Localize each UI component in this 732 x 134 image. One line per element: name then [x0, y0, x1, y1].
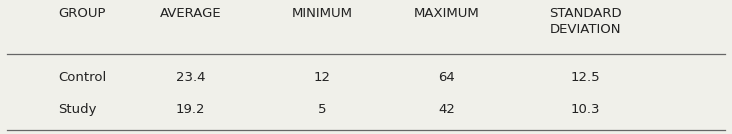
Text: MINIMUM: MINIMUM — [291, 7, 353, 20]
Text: Control: Control — [59, 71, 107, 84]
Text: Study: Study — [59, 103, 97, 116]
Text: 12.5: 12.5 — [571, 71, 600, 84]
Text: 5: 5 — [318, 103, 326, 116]
Text: GROUP: GROUP — [59, 7, 106, 20]
Text: AVERAGE: AVERAGE — [160, 7, 221, 20]
Text: 10.3: 10.3 — [571, 103, 600, 116]
Text: 23.4: 23.4 — [176, 71, 205, 84]
Text: 12: 12 — [313, 71, 331, 84]
Text: 19.2: 19.2 — [176, 103, 205, 116]
Text: 42: 42 — [438, 103, 455, 116]
Text: 64: 64 — [438, 71, 455, 84]
Text: MAXIMUM: MAXIMUM — [414, 7, 479, 20]
Text: STANDARD
DEVIATION: STANDARD DEVIATION — [549, 7, 622, 36]
